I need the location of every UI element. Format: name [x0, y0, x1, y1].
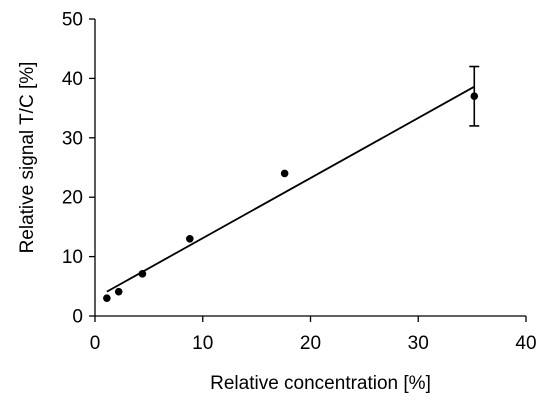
data-point [114, 287, 123, 296]
axes [94, 19, 526, 317]
y-tick-label: 50 [62, 10, 83, 31]
y-tick-label: 0 [72, 307, 83, 328]
y-axis-title: Relative signal T/C [%] [17, 62, 38, 254]
data-point [280, 169, 289, 178]
trendline-group [106, 85, 475, 293]
data-point [138, 270, 147, 278]
x-axis-title: Relative concentration [%] [210, 373, 431, 394]
x-tick-label: 40 [515, 333, 536, 354]
trendline [106, 85, 475, 293]
x-tick-label: 20 [300, 333, 321, 354]
ticks: 0 10 20 30 40 50 0 10 20 30 40 [62, 10, 537, 355]
data-points [103, 92, 479, 302]
y-tick-label: 10 [62, 247, 83, 268]
data-point [103, 294, 111, 302]
data-point [470, 92, 479, 101]
x-tick-label: 30 [408, 333, 429, 354]
data-point [186, 234, 194, 243]
y-tick-label: 40 [62, 69, 83, 90]
x-tick-label: 0 [90, 333, 101, 354]
y-tick-label: 20 [62, 188, 83, 209]
x-tick-label: 10 [192, 333, 213, 354]
y-tick-label: 30 [62, 128, 83, 149]
